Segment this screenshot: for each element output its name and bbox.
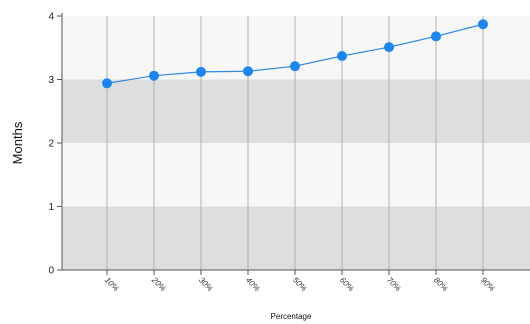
x-tick-label: 10% — [103, 275, 121, 293]
background-bands — [62, 16, 530, 270]
data-point — [384, 42, 394, 53]
background-band — [62, 206, 530, 270]
y-axis-title: Months — [10, 121, 25, 164]
y-tick-label: 4 — [48, 12, 54, 23]
x-tick-label: 60% — [338, 275, 356, 293]
x-tick-label: 30% — [197, 275, 215, 293]
y-axis-ticks: 0 1 2 3 4 — [48, 12, 62, 277]
x-tick-label: 80% — [432, 275, 450, 293]
data-point — [478, 19, 488, 30]
x-tick-label: 40% — [244, 275, 262, 293]
data-point — [243, 66, 253, 77]
y-tick-label: 3 — [48, 75, 54, 86]
x-axis-ticks: 10% 20% 30% 40% 50% 60% 70% 80% 90% — [103, 270, 497, 293]
data-point — [196, 66, 206, 77]
x-tick-label: 90% — [479, 275, 497, 293]
x-tick-label: 50% — [291, 275, 309, 293]
data-point — [337, 51, 347, 62]
vertical-gridlines — [106, 16, 484, 270]
x-tick-label: 70% — [385, 275, 403, 293]
data-point — [102, 78, 112, 89]
data-point — [290, 61, 300, 72]
y-tick-label: 0 — [48, 266, 54, 277]
x-axis-title: Percentage — [271, 312, 312, 321]
data-point — [149, 70, 159, 81]
data-point — [431, 31, 441, 42]
series-layer — [102, 19, 488, 89]
background-band — [62, 79, 530, 143]
y-tick-label: 2 — [48, 139, 54, 150]
y-tick-label: 1 — [48, 202, 54, 213]
axes — [61, 13, 530, 271]
x-tick-label: 20% — [149, 275, 167, 293]
